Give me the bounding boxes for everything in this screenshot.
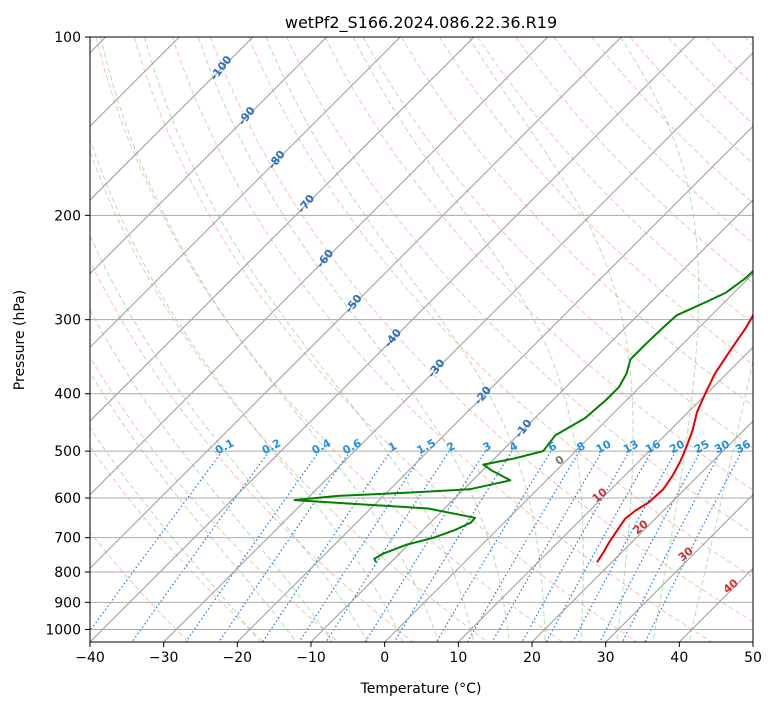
moist-adiabat-line: [90, 371, 297, 642]
x-tick-label: 40: [670, 650, 688, 666]
series-line-2: [293, 269, 753, 563]
mixing-ratio-line: [599, 450, 702, 642]
y-axis-label: Pressure (hPa): [12, 290, 28, 390]
dry-adiabat-line: [90, 150, 488, 642]
y-tick-label: 1000: [45, 622, 81, 638]
y-tick-label: 500: [54, 444, 81, 460]
x-tick-label: 10: [449, 650, 467, 666]
dry-adiabat-line: [515, 37, 753, 284]
moist-adiabat-line: [265, 37, 546, 642]
mixing-ratio-label: 13: [621, 437, 641, 456]
isotherm-line: [90, 37, 475, 422]
dry-adiabat-line: [90, 531, 190, 642]
mixing-ratio-line: [298, 450, 425, 642]
plot-frame: [89, 36, 754, 643]
moist-adiabat-line: [90, 426, 261, 642]
x-tick-label: 20: [523, 650, 541, 666]
mixing-ratio-line: [521, 450, 631, 642]
mixing-ratio-label: 36: [733, 437, 753, 456]
series-line-1: [596, 313, 753, 563]
isotherm-line: [90, 37, 622, 570]
profile-series: [293, 269, 753, 563]
mixing-ratio-line: [572, 450, 677, 642]
mixing-ratio-label: 25: [692, 437, 712, 456]
y-tick-label: 400: [54, 387, 81, 403]
x-tick-label: 0: [380, 650, 389, 666]
dry-adiabat-line: [362, 37, 753, 449]
x-tick-label: 50: [744, 650, 762, 666]
isotherm-line: [236, 125, 753, 642]
mixing-ratio-line: [185, 450, 320, 642]
isotherm-line: [90, 37, 401, 349]
isotherm-line: [90, 37, 696, 642]
mixing-ratio-line: [491, 450, 603, 642]
dry-adiabat-line: [133, 37, 638, 642]
isotherm-line: [384, 272, 753, 642]
mixing-ratio-label: 10: [594, 437, 614, 456]
moist-adiabat-line: [688, 358, 753, 642]
mixing-ratio-label: 16: [643, 437, 663, 456]
mixing-ratio-line: [545, 450, 653, 642]
y-tick-label: 900: [54, 595, 81, 611]
mixing-ratio-line: [644, 450, 743, 642]
moist-adiabat-line: [352, 37, 584, 642]
isotherm-line: [605, 493, 753, 642]
x-tick-label: −20: [223, 650, 253, 666]
isotherm-line: [163, 51, 753, 642]
dry-adiabat-line: [95, 37, 563, 642]
dry-adiabat-line: [90, 356, 339, 642]
x-axis-label: Temperature (°C): [360, 681, 482, 697]
dry-adiabat-line: [171, 37, 712, 642]
moist-adiabat-line: [90, 234, 369, 642]
dry-adiabat-line: [90, 259, 414, 642]
mixing-ratio-label: 30: [712, 437, 732, 456]
dry-adiabat-line: [90, 445, 264, 642]
mixing-ratio-line: [90, 450, 223, 632]
dry-adiabat-line: [248, 37, 753, 578]
dry-adiabat-line: [324, 37, 753, 491]
x-tick-label: −40: [75, 650, 105, 666]
mixing-ratio-label: 20: [667, 437, 687, 456]
dry-adiabat-line: [210, 37, 753, 623]
y-tick-label: 200: [54, 208, 81, 224]
dry-adiabat-line: [286, 37, 753, 534]
y-axis: 100 200 300 400 500 600 700 800 900 1000: [45, 30, 90, 638]
x-tick-label: −10: [296, 650, 326, 666]
dry-adiabat-line: [477, 37, 753, 325]
isotherm-line: [457, 346, 753, 642]
isotherm-line: [90, 37, 328, 275]
dry-adiabat-line: [438, 37, 753, 366]
y-tick-label: 800: [54, 565, 81, 581]
skewed-isotherms: [90, 37, 753, 642]
y-tick-label: 700: [54, 531, 81, 547]
x-tick-label: 30: [597, 650, 615, 666]
isotherm-line: [90, 37, 549, 496]
dry-adiabat-line: [400, 37, 753, 407]
mixing-ratio-line: [621, 450, 722, 642]
isotherm-line: [90, 37, 254, 201]
moist-adiabat-line: [100, 37, 439, 642]
moist-adiabat-line: [90, 137, 404, 642]
chart-title: wetPf2_S166.2024.086.22.36.R19: [285, 13, 557, 33]
mixing-ratio-line: [218, 450, 351, 642]
isotherm-line: [531, 420, 753, 642]
moist-adiabat-line: [144, 37, 475, 642]
x-tick-label: −30: [149, 650, 179, 666]
y-tick-label: 100: [54, 30, 81, 46]
dry-adiabats: [90, 37, 753, 642]
y-tick-label: 600: [54, 491, 81, 507]
isotherm-line: [310, 199, 753, 642]
isobar-gridlines: [90, 37, 753, 630]
x-axis: −40 −30 −20 −10 0 10 20 30 40 50: [75, 642, 762, 666]
y-tick-label: 300: [54, 313, 81, 329]
moist-adiabat-line: [620, 37, 700, 642]
